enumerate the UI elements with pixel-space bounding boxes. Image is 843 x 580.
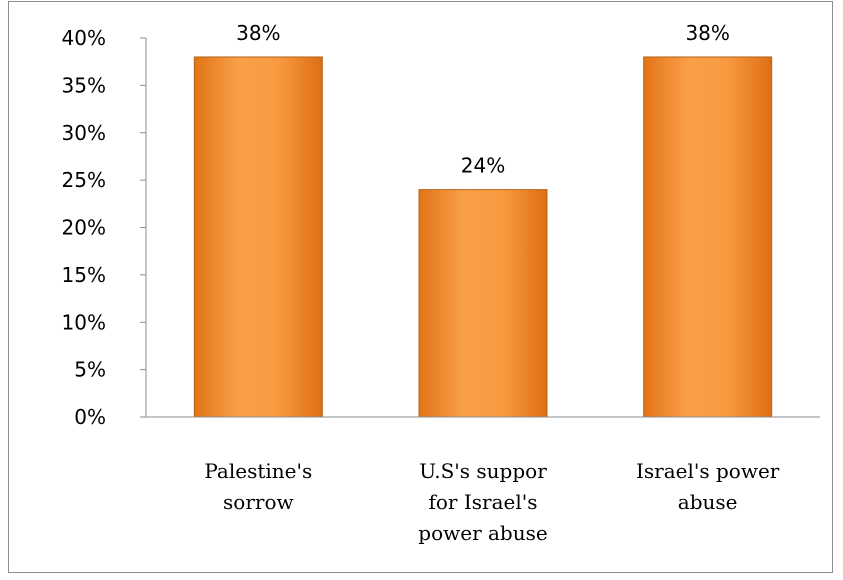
bars bbox=[193, 56, 773, 418]
x-category-label-line: Israel's power bbox=[636, 459, 780, 483]
y-tick-label: 20% bbox=[62, 216, 106, 240]
bar bbox=[418, 189, 548, 418]
x-category-label-line: U.S's suppor bbox=[419, 459, 547, 483]
x-category-label: U.S's suppor for Israel's power abuse bbox=[418, 459, 547, 545]
bar bbox=[193, 56, 323, 418]
y-tick-label: 10% bbox=[62, 310, 106, 334]
x-category-label-line: power abuse bbox=[418, 521, 547, 545]
x-category-label: Israel's power abuse bbox=[636, 459, 780, 514]
y-tick-label: 35% bbox=[62, 73, 106, 97]
x-axis: Palestine's sorrow U.S's suppor for Israel'… bbox=[146, 416, 820, 545]
x-category-label: Palestine's sorrow bbox=[204, 459, 312, 514]
y-tick-label: 0% bbox=[74, 405, 106, 429]
x-category-label-line: Palestine's bbox=[204, 459, 312, 483]
y-tick-label: 5% bbox=[74, 358, 106, 382]
y-axis: 0% 5% 10% 15% 20% 25% 30% 35% 40% bbox=[62, 26, 147, 429]
data-label: 38% bbox=[685, 21, 729, 45]
y-tick-label: 30% bbox=[62, 121, 106, 145]
data-label: 38% bbox=[236, 21, 280, 45]
y-tick-label: 40% bbox=[62, 26, 106, 50]
x-category-label-line: sorrow bbox=[223, 490, 294, 514]
y-tick-label: 15% bbox=[62, 263, 106, 287]
x-category-label-line: abuse bbox=[678, 490, 738, 514]
x-category-label-line: for Israel's bbox=[428, 490, 537, 514]
data-label: 24% bbox=[461, 154, 505, 178]
data-labels: 38% 24% 38% bbox=[236, 21, 730, 178]
bar bbox=[643, 56, 773, 418]
y-tick-label: 25% bbox=[62, 168, 106, 192]
